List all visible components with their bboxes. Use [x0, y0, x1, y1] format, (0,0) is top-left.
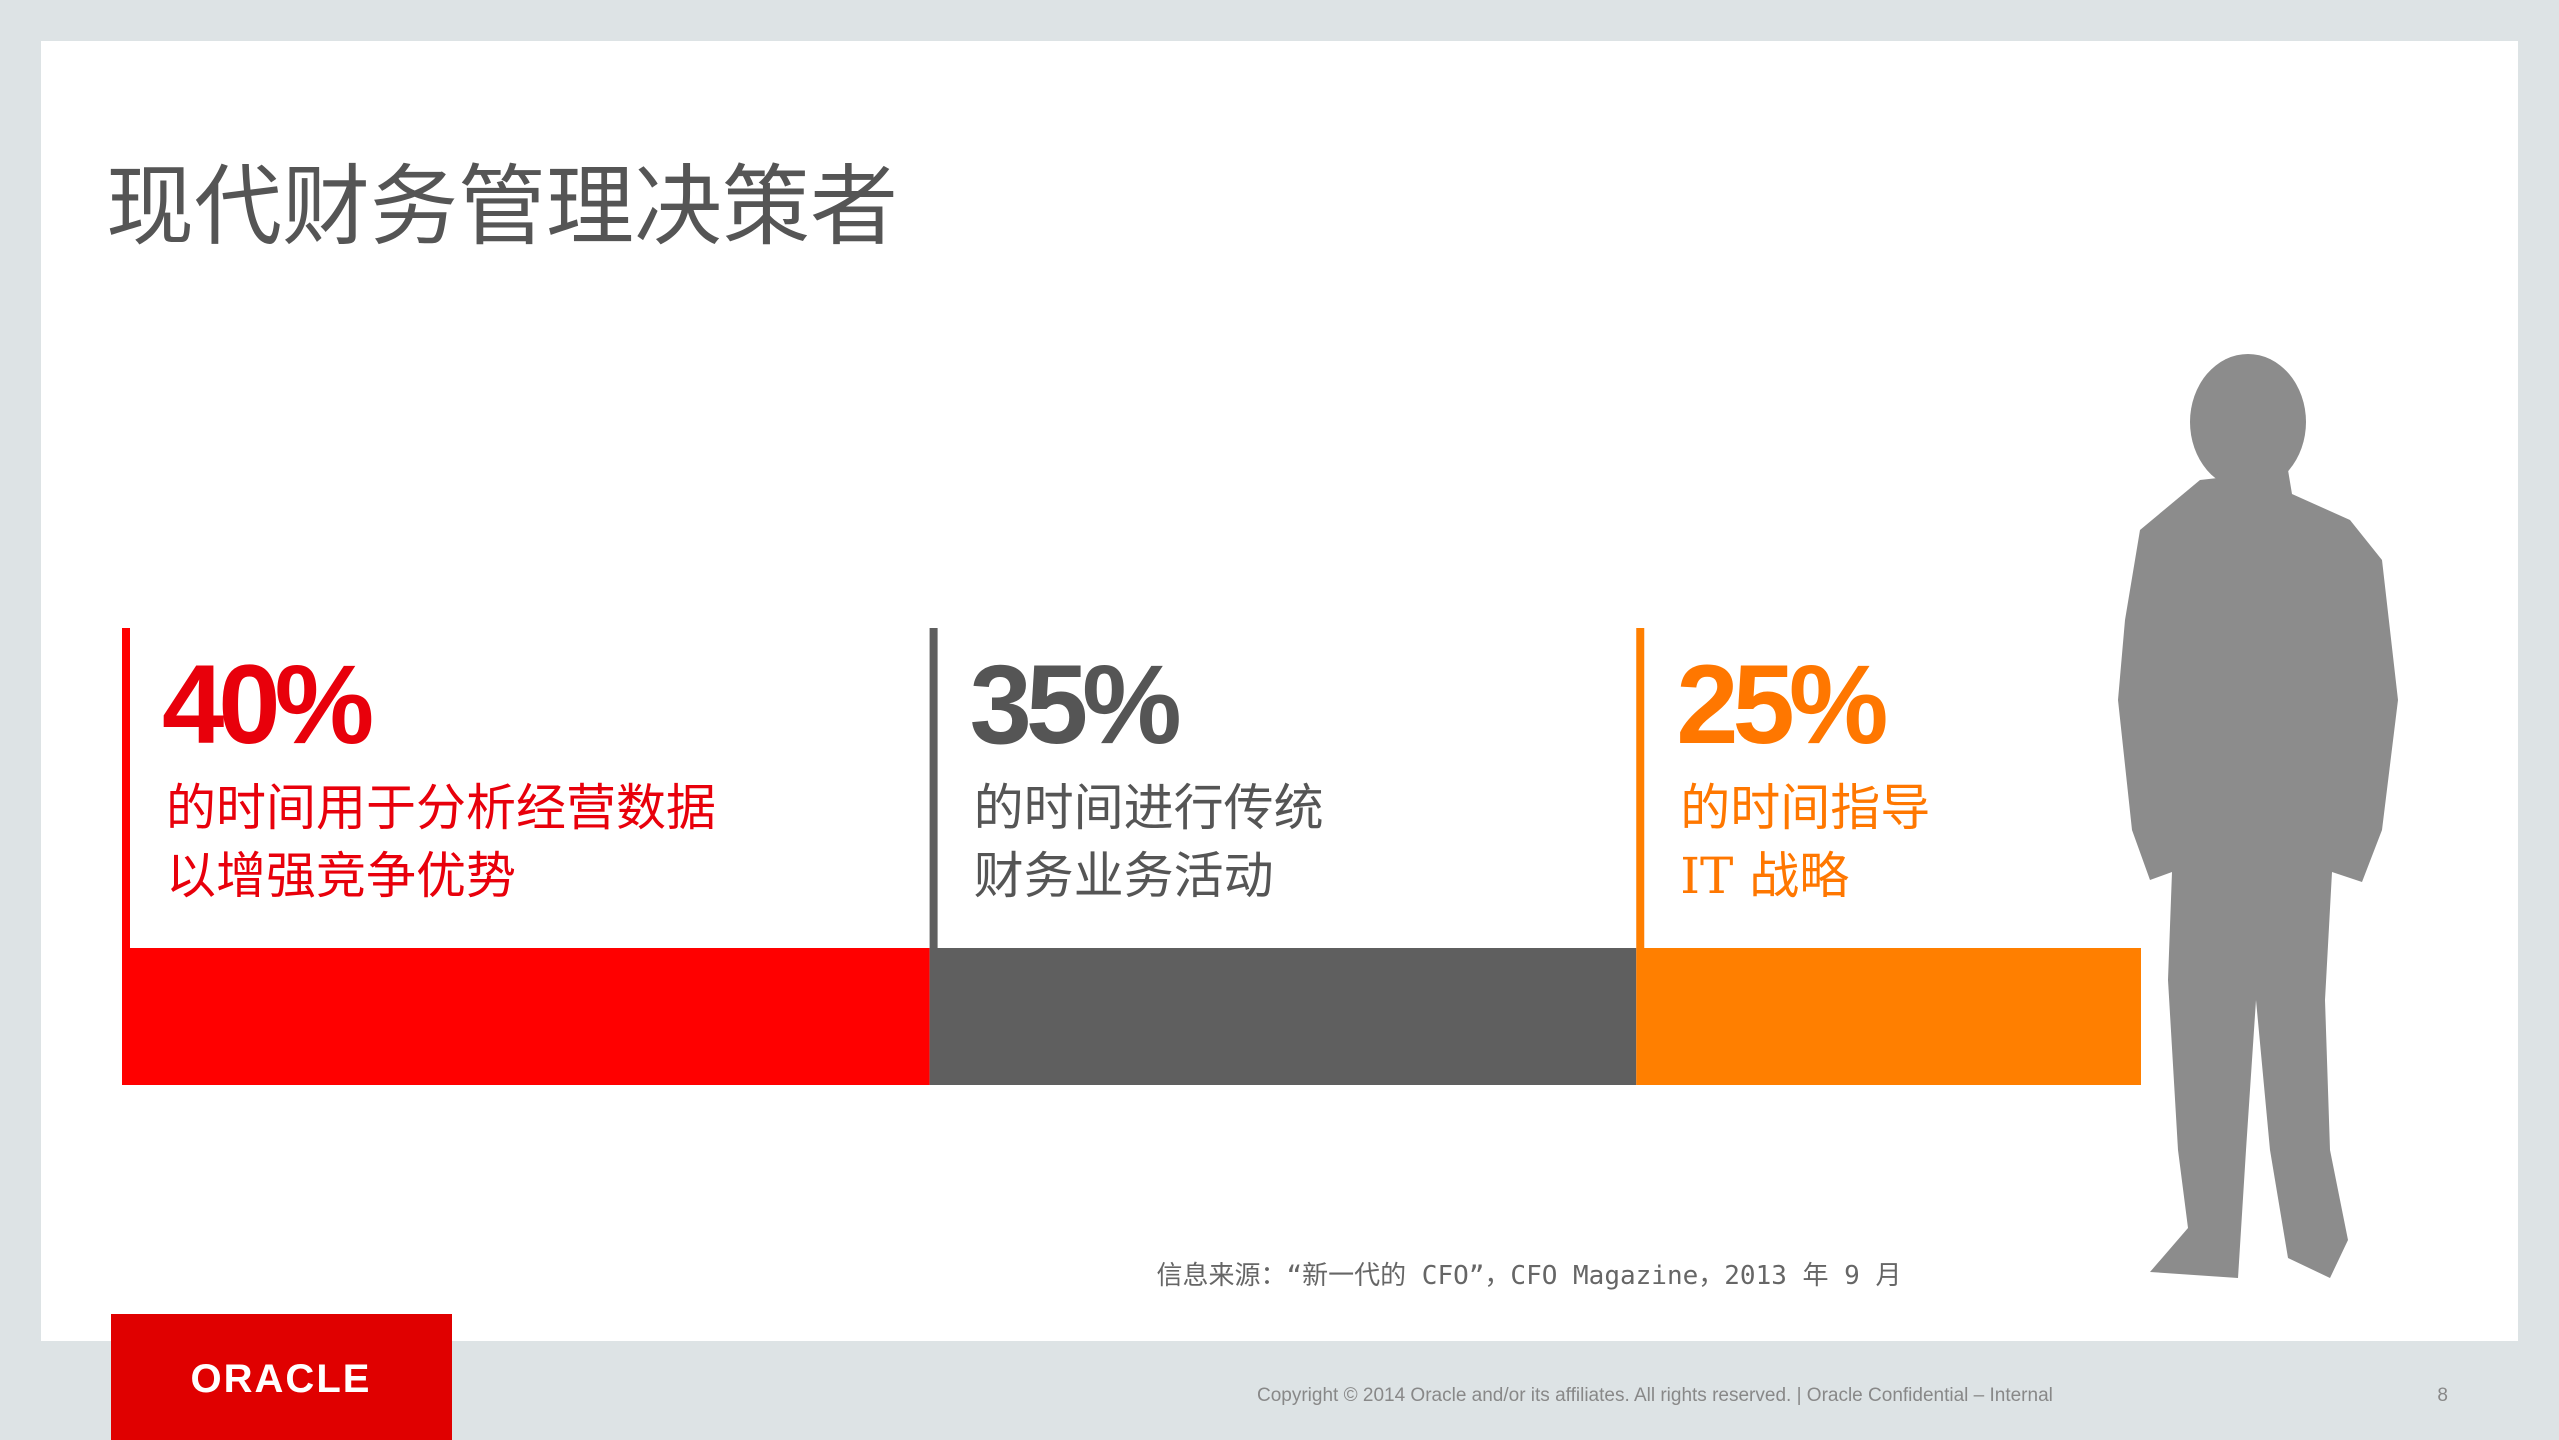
percent-label: 40%	[162, 642, 372, 767]
bar-segment	[1636, 948, 2141, 1085]
logo-box	[111, 1314, 452, 1440]
person-silhouette	[2118, 354, 2398, 1278]
segment-description: IT 战略	[1680, 847, 1849, 905]
bar-segment	[929, 948, 1637, 1085]
slide-title: 现代财务管理决策者	[106, 155, 898, 258]
percent-label: 25%	[1676, 642, 1886, 767]
segment-description: 以增强竞争优势	[166, 847, 516, 905]
segment-description: 的时间用于分析经营数据	[166, 779, 716, 837]
page-number: 8	[2437, 1385, 2448, 1406]
slide-canvas	[41, 41, 2518, 1341]
copyright: Copyright © 2014 Oracle and/or its affil…	[1257, 1385, 2053, 1406]
segment-description: 的时间进行传统	[974, 779, 1324, 837]
bar-segment	[122, 948, 930, 1085]
source-note: 信息来源：“新一代的 CFO”，CFO Magazine，2013 年 9 月	[1157, 1261, 1902, 1291]
segment-rule	[1636, 628, 1645, 948]
percent-label: 35%	[970, 642, 1180, 767]
segment-description: 的时间指导	[1680, 779, 1930, 837]
logo: ORACLE	[191, 1357, 372, 1401]
segment-rule	[929, 628, 938, 948]
segment-rule	[122, 628, 130, 948]
segment-description: 财务业务活动	[974, 847, 1274, 905]
